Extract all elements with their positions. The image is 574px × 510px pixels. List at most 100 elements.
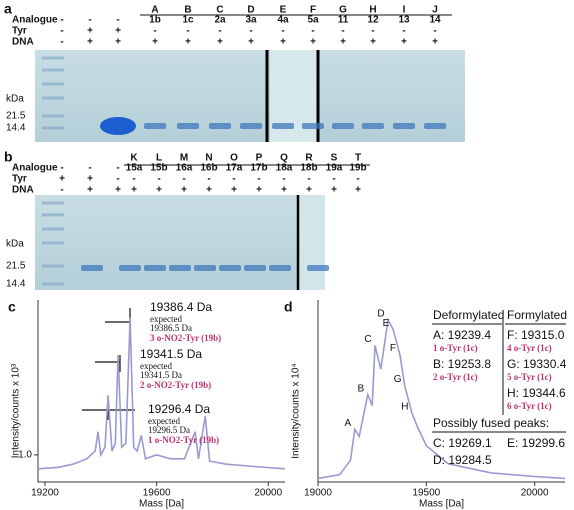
analogue-cell: 16b: [200, 163, 217, 174]
gel-b-section: [299, 195, 325, 290]
panel-label: d: [284, 299, 293, 315]
tyr-cell: +: [59, 174, 65, 185]
tyr-cell: -: [116, 174, 119, 185]
ladder-band: [42, 264, 64, 268]
analogue-cell: -: [60, 163, 63, 174]
table-note: 4 o-Tyr (1c): [507, 343, 552, 353]
ladder-band: [42, 126, 64, 130]
kda-label: 21.5: [6, 261, 26, 272]
tyr-cell: -: [232, 174, 235, 185]
spectrum-line: [37, 317, 286, 470]
dna-cell: +: [87, 37, 93, 48]
lane-letter: T: [355, 153, 361, 164]
dna-cell: +: [217, 37, 223, 48]
dna-cell: +: [370, 37, 376, 48]
bracket: [95, 355, 121, 372]
analogue-cell: 13: [398, 15, 410, 26]
peak-label: C: [364, 334, 371, 345]
dna-cell: +: [310, 37, 316, 48]
lane-letter: M: [180, 153, 188, 164]
dna-cell: +: [256, 185, 262, 196]
lane-letter: L: [156, 153, 162, 164]
dna-cell: +: [248, 37, 254, 48]
analogue-cell: 2a: [214, 15, 226, 26]
table-mass: H: 19344.6: [507, 386, 566, 400]
dna-cell: +: [340, 37, 346, 48]
x-tick-label: 19600: [143, 488, 171, 499]
protein-band: [169, 265, 191, 271]
analogue-cell: 1b: [149, 15, 161, 26]
dna-cell: +: [280, 37, 286, 48]
ladder-band: [42, 213, 64, 217]
tyr-cell: -: [371, 26, 374, 37]
kda-label: kDa: [6, 239, 24, 250]
analogue-cell: 12: [367, 15, 379, 26]
tyr-cell: +: [87, 174, 93, 185]
analogue-cell: -: [88, 163, 91, 174]
analogue-cell: 4a: [277, 15, 289, 26]
protein-band: [240, 123, 262, 129]
table-note: 2 o-Tyr (1c): [433, 372, 478, 382]
protein-band: [393, 123, 415, 129]
tyr-cell: -: [402, 26, 405, 37]
annotation-expected: expected: [148, 416, 180, 426]
peak-label: E: [383, 318, 390, 329]
dna-cell: +: [181, 185, 187, 196]
ladder-band: [42, 68, 64, 72]
analogue-cell: 5a: [307, 15, 319, 26]
table-mass: G: 19330.4: [507, 357, 567, 371]
dna-cell: +: [432, 37, 438, 48]
lane-letter: A: [151, 5, 158, 16]
tyr-cell: -: [433, 26, 436, 37]
annotation-note: 3 o-NO2-Tyr (19b): [150, 333, 221, 343]
peak-label: H: [401, 401, 408, 412]
panel-label: c: [8, 299, 16, 315]
row-label: Analogue: [12, 15, 58, 26]
x-tick-label: 19000: [304, 488, 332, 499]
lane-letter: P: [256, 153, 263, 164]
dna-cell: +: [355, 185, 361, 196]
dna-cell: -: [60, 185, 63, 196]
table-mass: B: 19253.8: [433, 357, 491, 371]
tyr-cell: -: [218, 26, 221, 37]
fused-entry: C: 19269.1: [433, 436, 492, 450]
annotation-expected-mass: 19386.5 Da: [150, 323, 192, 333]
dna-cell: +: [206, 185, 212, 196]
row-label: DNA: [12, 185, 34, 196]
x-axis-label: Mass [Da]: [139, 499, 184, 510]
analogue-cell: 15b: [150, 163, 167, 174]
table-note: 1 o-Tyr (1c): [433, 343, 478, 353]
table-mass: F: 19315.0: [507, 328, 565, 342]
protein-band: [144, 265, 166, 271]
analogue-cell: 17a: [226, 163, 243, 174]
dna-cell: +: [231, 185, 237, 196]
ladder-band: [42, 114, 64, 118]
lane-letter: I: [403, 5, 406, 16]
row-label: Analogue: [12, 163, 58, 174]
peak-label: F: [390, 343, 396, 354]
analogue-cell: 14: [429, 15, 441, 26]
annotation-expected: expected: [150, 314, 182, 324]
dna-cell: +: [331, 185, 337, 196]
y-axis-label: Intensity/counts x 10⁴: [291, 363, 302, 458]
fused-entry: D: 19284.5: [433, 453, 492, 467]
tyr-cell: -: [281, 26, 284, 37]
analogue-cell: -: [88, 15, 91, 26]
row-label: DNA: [12, 37, 34, 48]
analogue-cell: 19a: [326, 163, 343, 174]
ladder-band: [42, 96, 64, 100]
tyr-cell: -: [182, 174, 185, 185]
table-note: 6 o-Tyr (1c): [507, 401, 552, 411]
protein-band: [424, 123, 446, 129]
ladder-band: [42, 241, 64, 245]
kda-label: 14.4: [6, 279, 26, 290]
dna-cell: +: [185, 37, 191, 48]
peak-label: G: [394, 374, 402, 385]
row-label: Tyr: [12, 26, 27, 37]
annotation-expected: expected: [140, 361, 172, 371]
annotation-mass: 19296.4 Da: [148, 402, 210, 416]
lane-letter: K: [130, 153, 138, 164]
kda-label: 14.4: [6, 123, 26, 134]
dna-cell: +: [131, 185, 137, 196]
